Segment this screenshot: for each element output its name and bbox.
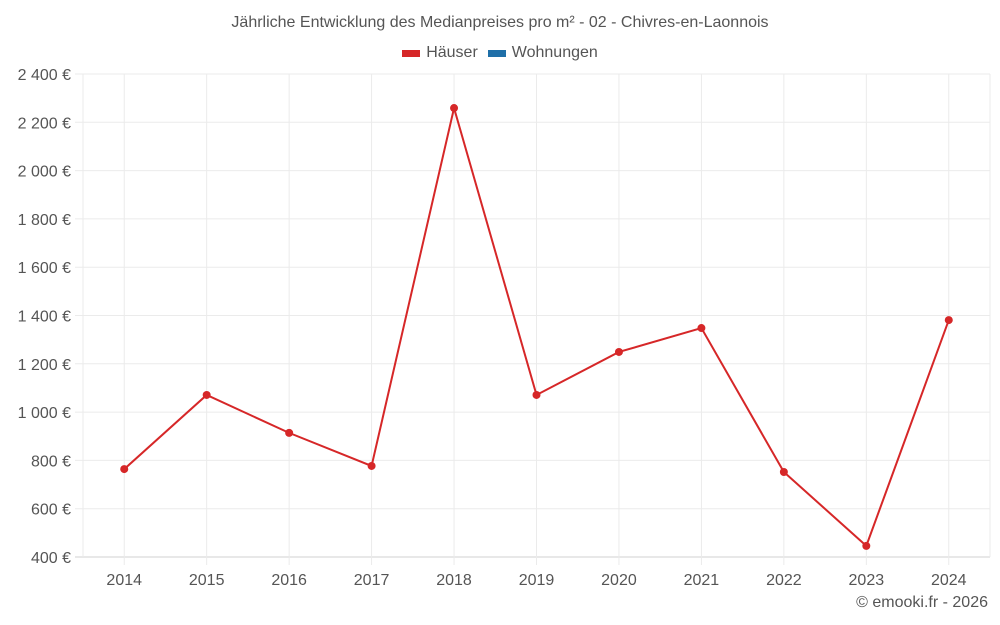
data-point[interactable] (697, 324, 706, 333)
y-tick-label: 1 600 € (18, 260, 71, 277)
x-tick-label: 2016 (271, 572, 307, 589)
y-tick-label: 1 200 € (18, 357, 71, 374)
x-tick-label: 2020 (601, 572, 637, 589)
y-tick-label: 600 € (31, 502, 71, 519)
x-tick-label: 2019 (519, 572, 555, 589)
legend-item-wohnungen[interactable]: Wohnungen (487, 44, 598, 62)
x-tick-label: 2018 (436, 572, 472, 589)
legend-label-wohnungen: Wohnungen (511, 44, 598, 61)
legend: Häuser Wohnungen (0, 44, 1000, 62)
legend-label-haeuser: Häuser (426, 44, 478, 61)
data-point[interactable] (120, 465, 129, 474)
credit: © emooki.fr - 2026 (856, 594, 988, 611)
x-tick-label: 2024 (931, 572, 967, 589)
x-tick-label: 2017 (354, 572, 390, 589)
data-point[interactable] (367, 461, 376, 470)
y-tick-label: 400 € (31, 550, 71, 567)
x-tick-label: 2022 (766, 572, 802, 589)
data-point[interactable] (862, 541, 871, 550)
y-tick-label: 1 000 € (18, 405, 71, 422)
y-tick-label: 2 000 € (18, 164, 71, 181)
data-point[interactable] (944, 316, 953, 325)
legend-swatch-haeuser (402, 49, 421, 57)
data-point[interactable] (779, 467, 788, 476)
y-tick-label: 2 400 € (18, 67, 71, 84)
data-point[interactable] (614, 347, 623, 356)
data-point[interactable] (450, 104, 459, 113)
data-point[interactable] (532, 390, 541, 399)
data-point[interactable] (202, 390, 211, 399)
x-tick-label: 2015 (189, 572, 225, 589)
x-tick-label: 2014 (106, 572, 142, 589)
data-point[interactable] (285, 428, 294, 437)
legend-swatch-wohnungen (487, 49, 506, 57)
y-tick-label: 1 800 € (18, 212, 71, 229)
y-tick-label: 2 200 € (18, 115, 71, 132)
y-tick-label: 1 400 € (18, 309, 71, 326)
x-tick-label: 2023 (849, 572, 885, 589)
legend-item-haeuser[interactable]: Häuser (402, 44, 478, 62)
chart-title: Jährliche Entwicklung des Medianpreises … (231, 14, 769, 31)
x-tick-label: 2021 (684, 572, 720, 589)
y-tick-label: 800 € (31, 453, 71, 470)
